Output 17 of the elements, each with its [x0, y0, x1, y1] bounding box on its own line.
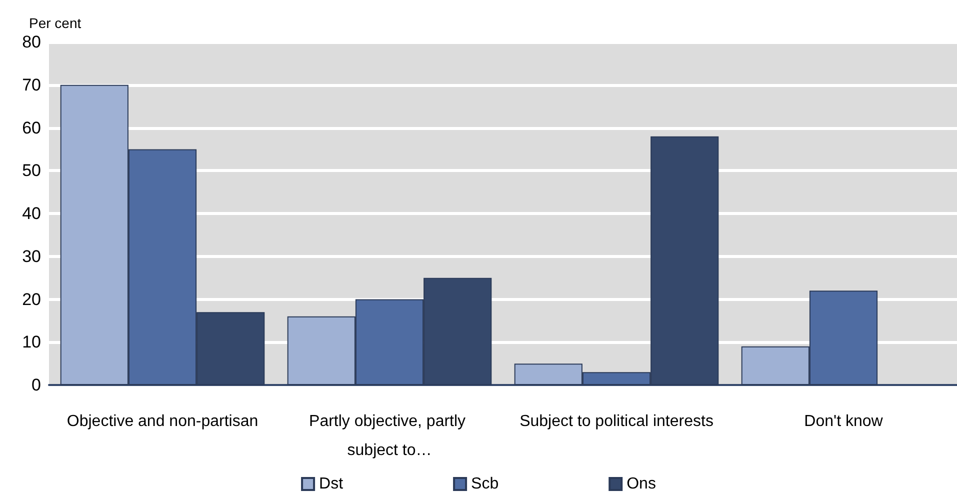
x-tick-label: Objective and non-partisan — [66, 413, 258, 430]
y-axis-title: Per cent — [29, 15, 82, 31]
y-tick-label: 40 — [22, 204, 41, 223]
x-tick-label: Partly objective, partly subject to… — [309, 413, 470, 459]
legend-label: Ons — [626, 476, 656, 492]
x-tick-label: Subject to political interests — [520, 413, 714, 430]
y-tick-label: 30 — [22, 246, 41, 266]
x-tick-label: Don't know — [804, 413, 884, 430]
y-tick-label: 80 — [22, 32, 41, 52]
y-tick-label: 60 — [22, 118, 41, 138]
legend-label: Scb — [471, 476, 499, 492]
y-tick-label: 20 — [22, 290, 41, 309]
y-tick-label: 50 — [22, 161, 41, 180]
y-tick-label: 70 — [22, 75, 41, 94]
legend-label: Dst — [319, 476, 344, 492]
y-tick-label: 10 — [22, 332, 41, 352]
y-tick-label: 0 — [32, 376, 41, 394]
